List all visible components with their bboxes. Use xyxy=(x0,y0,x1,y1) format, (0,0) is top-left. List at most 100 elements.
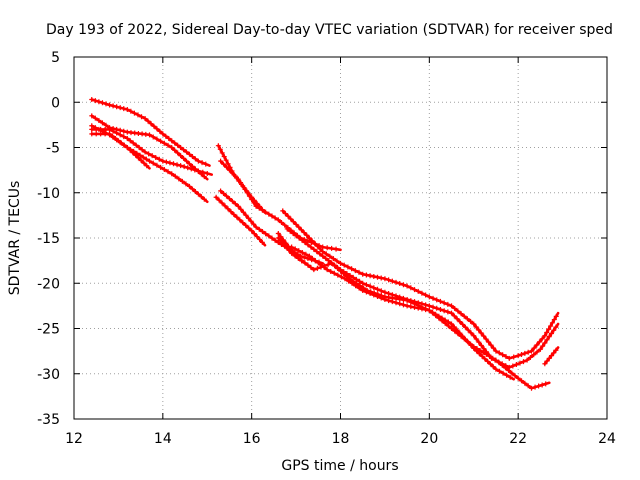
data-point-marker xyxy=(157,128,163,134)
data-point-marker xyxy=(213,194,219,200)
data-point-marker xyxy=(243,222,249,228)
data-point-marker xyxy=(419,306,425,312)
data-point-marker xyxy=(114,130,120,136)
series-markers-track-6 xyxy=(215,143,265,213)
data-point-marker xyxy=(323,255,329,261)
data-point-marker xyxy=(483,336,489,342)
data-point-marker xyxy=(298,227,304,233)
data-point-marker xyxy=(324,267,330,273)
data-point-marker xyxy=(325,262,331,268)
data-point-marker xyxy=(329,245,335,251)
data-point-marker xyxy=(419,290,425,296)
data-point-marker xyxy=(161,140,167,146)
data-point-marker xyxy=(524,357,530,363)
data-point-marker xyxy=(149,153,155,159)
data-point-marker xyxy=(153,154,159,160)
data-point-marker xyxy=(504,372,510,378)
data-point-marker xyxy=(142,149,148,155)
data-point-marker xyxy=(465,327,471,333)
chart-title: Day 193 of 2022, Sidereal Day-to-day VTE… xyxy=(46,22,613,38)
data-point-marker xyxy=(242,186,248,192)
data-point-marker xyxy=(272,215,278,221)
data-point-marker xyxy=(386,298,392,304)
data-point-marker xyxy=(499,362,505,368)
data-point-marker xyxy=(437,306,443,312)
data-point-marker xyxy=(172,147,178,153)
data-point-marker xyxy=(510,363,516,369)
data-point-marker xyxy=(121,128,127,134)
data-point-marker xyxy=(490,355,496,361)
data-point-marker xyxy=(423,292,429,298)
data-point-marker xyxy=(117,127,123,133)
data-point-marker xyxy=(536,383,542,389)
x-tick-label: 22 xyxy=(509,431,527,447)
data-point-marker xyxy=(415,305,421,311)
data-point-marker xyxy=(333,246,339,252)
y-tick-label: 5 xyxy=(51,50,60,66)
data-point-marker xyxy=(474,348,480,354)
data-point-marker xyxy=(169,171,175,177)
data-point-marker xyxy=(441,308,447,314)
data-point-marker xyxy=(371,292,377,298)
data-point-marker xyxy=(154,136,160,142)
data-point-marker xyxy=(329,260,335,266)
data-point-marker xyxy=(139,114,145,120)
data-point-marker xyxy=(468,342,474,348)
series-markers-track-15 xyxy=(275,235,305,264)
data-point-marker xyxy=(99,100,105,106)
data-point-marker xyxy=(103,122,109,128)
data-point-marker xyxy=(485,358,491,364)
data-point-marker xyxy=(393,279,399,285)
data-point-marker xyxy=(378,275,384,281)
series-markers-track-3 xyxy=(89,126,210,176)
data-point-marker xyxy=(551,317,557,323)
data-point-marker xyxy=(165,142,171,148)
data-point-marker xyxy=(371,285,377,291)
data-point-marker xyxy=(251,200,257,206)
data-point-marker xyxy=(415,288,421,294)
data-point-marker xyxy=(110,128,116,134)
data-point-marker xyxy=(551,350,557,356)
data-point-marker xyxy=(473,324,479,330)
data-point-marker xyxy=(238,180,244,186)
data-point-marker xyxy=(303,251,309,257)
data-point-marker xyxy=(506,368,512,374)
data-point-marker xyxy=(360,287,366,293)
data-point-marker xyxy=(246,193,252,199)
data-point-marker xyxy=(102,126,108,132)
data-point-marker xyxy=(235,203,241,209)
data-point-marker xyxy=(186,183,192,189)
data-point-marker xyxy=(457,319,463,325)
data-point-marker xyxy=(449,321,455,327)
data-point-marker xyxy=(112,135,118,141)
data-point-marker xyxy=(426,303,432,309)
data-point-marker xyxy=(305,242,311,248)
data-point-marker xyxy=(275,230,281,236)
data-point-marker xyxy=(511,354,517,360)
data-point-marker xyxy=(454,316,460,322)
series-track-12 xyxy=(276,232,551,390)
data-point-marker xyxy=(178,163,184,169)
data-point-marker xyxy=(89,113,95,119)
data-point-marker xyxy=(98,131,104,137)
data-point-marker xyxy=(460,333,466,339)
data-point-marker xyxy=(158,164,164,170)
x-tick-label: 12 xyxy=(65,431,83,447)
data-point-marker xyxy=(490,364,496,370)
data-point-marker xyxy=(512,373,518,379)
x-tick-label: 18 xyxy=(332,431,350,447)
series-track-5 xyxy=(90,132,151,170)
data-point-marker xyxy=(434,305,440,311)
data-point-marker xyxy=(542,361,548,367)
data-point-marker xyxy=(93,131,99,137)
data-point-marker xyxy=(226,196,232,202)
data-point-marker xyxy=(292,246,298,252)
data-point-marker xyxy=(144,163,150,169)
data-point-marker xyxy=(229,170,235,176)
y-tick-label: -10 xyxy=(37,186,60,202)
data-point-marker xyxy=(479,353,485,359)
data-point-marker xyxy=(318,262,324,268)
data-point-marker xyxy=(515,353,521,359)
data-point-marker xyxy=(254,234,260,240)
